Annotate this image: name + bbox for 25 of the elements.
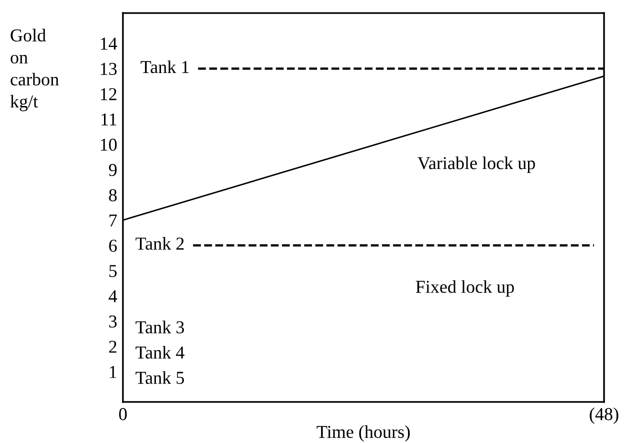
- y-tick-label: 4: [108, 290, 118, 302]
- annotation: Tank 2: [136, 237, 184, 250]
- x-tick-label: (48): [590, 408, 618, 424]
- y-axis-title: Gold on carbon kg/t: [10, 28, 59, 112]
- y-tick-label: 2: [109, 340, 116, 353]
- x-tick-label: 0: [119, 408, 127, 420]
- y-tick-label: 5: [109, 265, 117, 278]
- y-tick-label: 12: [100, 88, 116, 100]
- y-tick-label: 11: [102, 113, 116, 126]
- annotation: Tank 3: [136, 320, 184, 334]
- y-tick-label: 6: [109, 240, 117, 252]
- y-tick-label: 7: [110, 214, 117, 226]
- annotation: Tank 5: [136, 371, 184, 384]
- annotation: Tank 1: [140, 60, 189, 74]
- y-tick-label: 8: [109, 189, 117, 202]
- y-tick-label: 3: [109, 315, 117, 328]
- x-axis-title: Time (hours): [316, 425, 410, 442]
- annotation: Variable lock up: [418, 156, 535, 173]
- y-tick-label: 10: [100, 138, 117, 151]
- y-tick-label: 14: [100, 38, 118, 50]
- y-tick-label: 13: [100, 62, 117, 76]
- annotation: Tank 4: [136, 346, 184, 359]
- annotation: Fixed lock up: [416, 280, 514, 297]
- y-tick-label: 1: [110, 366, 116, 378]
- y-tick-label: 9: [108, 164, 117, 176]
